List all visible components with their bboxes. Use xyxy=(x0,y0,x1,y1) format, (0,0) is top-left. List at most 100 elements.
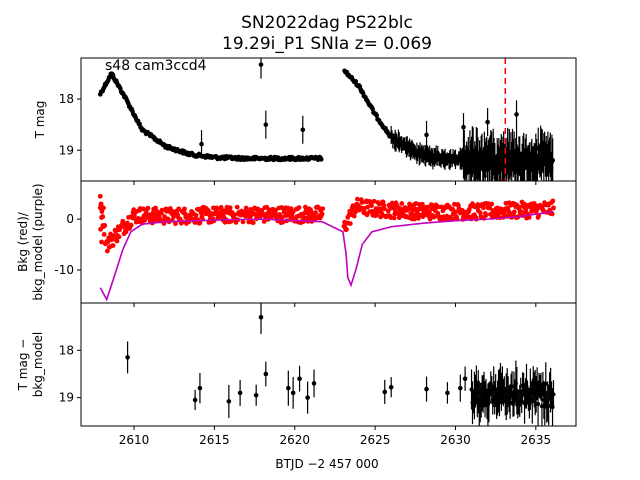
bkg-point xyxy=(159,207,165,213)
y-tick-label: 18 xyxy=(59,92,74,106)
bkg-point xyxy=(116,234,122,240)
bkg-point xyxy=(105,239,111,245)
data-point xyxy=(374,113,380,118)
data-point xyxy=(550,157,555,163)
x-tick-label: 2625 xyxy=(360,433,391,447)
bkg-point xyxy=(427,216,433,222)
y-tick-label: 19 xyxy=(59,391,74,405)
bkg-point xyxy=(128,222,134,228)
y-axis-label: Bkg (red)/ xyxy=(16,211,30,272)
x-tick-label: 2630 xyxy=(440,433,471,447)
panel-frame xyxy=(80,302,577,427)
bkg-point xyxy=(300,214,306,220)
y-tick-label: 18 xyxy=(59,343,74,357)
plot-area xyxy=(125,303,556,426)
outlier-point xyxy=(461,124,466,130)
bkg-point xyxy=(344,227,349,232)
residual-point xyxy=(297,376,302,381)
bkg-point xyxy=(290,209,296,215)
x-tick-label: 2615 xyxy=(199,433,230,447)
data-point xyxy=(353,79,359,84)
residual-point xyxy=(535,401,541,407)
chart-title-line1: SN2022dag PS22blc xyxy=(241,13,413,33)
bkg-model-line xyxy=(99,210,554,302)
residual-point xyxy=(226,399,232,404)
bkg-point xyxy=(232,212,238,218)
bkg-point xyxy=(523,207,529,213)
plot-area xyxy=(97,58,555,181)
bkg-point xyxy=(481,205,486,211)
bkg-point xyxy=(153,205,158,211)
residual-point xyxy=(546,403,551,408)
residual-point xyxy=(237,390,243,396)
residual-point xyxy=(125,355,130,360)
outlier-point xyxy=(485,119,490,125)
panel-middle: 0 -10 Bkg (red)/bkg_model (purple) xyxy=(16,180,577,307)
bkg-point xyxy=(518,208,524,214)
data-point xyxy=(370,106,375,112)
bkg-point xyxy=(355,196,360,202)
outlier-point xyxy=(424,132,429,138)
bkg-point xyxy=(227,205,233,211)
residual-point xyxy=(457,385,463,391)
bkg-point xyxy=(101,205,106,211)
x-axis-label: BTJD −2 457 000 xyxy=(275,457,378,471)
residual-point xyxy=(509,384,515,389)
bkg-point xyxy=(439,204,445,210)
bkg-point xyxy=(319,211,325,217)
bkg-point xyxy=(248,206,254,212)
plot-area xyxy=(97,193,556,302)
bkg-point xyxy=(104,248,110,254)
bkg-point xyxy=(296,205,302,211)
bkg-point xyxy=(120,218,126,224)
bkg-point xyxy=(100,214,106,219)
bkg-point xyxy=(183,214,189,220)
bkg-point xyxy=(419,201,425,207)
bkg-point xyxy=(313,210,319,216)
x-tick-label: 2620 xyxy=(279,433,310,447)
bkg-point xyxy=(549,211,555,217)
bkg-point xyxy=(511,209,517,215)
residual-point xyxy=(388,384,394,390)
bkg-point xyxy=(102,223,108,228)
bkg-point xyxy=(351,213,357,219)
x-tick-label: 2610 xyxy=(119,433,150,447)
bkg-point xyxy=(193,212,199,218)
panel-top: 18 19 T mag s48 cam3ccd4 xyxy=(33,57,577,185)
outlier-point xyxy=(263,122,269,127)
bkg-point xyxy=(359,200,365,205)
residual-point xyxy=(551,392,556,397)
bkg-point xyxy=(517,204,522,210)
bkg-point xyxy=(243,205,249,211)
bkg-point xyxy=(99,239,104,245)
bkg-point xyxy=(279,214,285,220)
bkg-point xyxy=(385,208,391,214)
residual-point xyxy=(462,376,468,381)
bkg-point xyxy=(379,210,385,216)
y-axis-label: T mag xyxy=(33,101,47,140)
bkg-point xyxy=(98,226,104,232)
bkg-point xyxy=(173,221,178,227)
bkg-point xyxy=(234,204,240,210)
outlier-point xyxy=(514,112,519,117)
bkg-point xyxy=(432,214,437,219)
residual-point xyxy=(445,390,450,396)
residual-point xyxy=(519,399,524,404)
bkg-point xyxy=(197,220,203,226)
residual-point xyxy=(543,381,548,386)
bkg-point xyxy=(124,220,130,226)
bkg-point xyxy=(214,206,220,212)
y-tick-label: 0 xyxy=(66,212,74,226)
bkg-point xyxy=(477,210,483,215)
residual-point xyxy=(305,395,310,400)
residual-point xyxy=(253,392,259,398)
panel-annotation: s48 cam3ccd4 xyxy=(105,58,207,74)
bkg-point xyxy=(250,220,256,226)
outlier-point xyxy=(199,141,204,147)
bkg-point xyxy=(526,215,532,220)
bkg-point xyxy=(353,209,358,215)
bkg-point xyxy=(113,228,119,234)
bkg-point xyxy=(320,206,326,212)
